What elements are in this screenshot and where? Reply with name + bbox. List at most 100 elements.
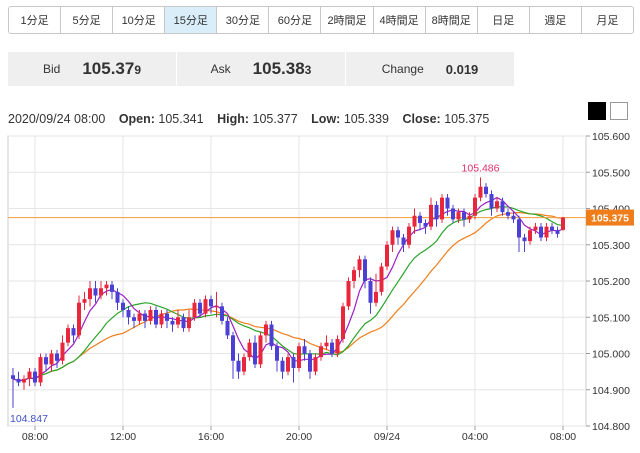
- candle-body[interactable]: [55, 353, 59, 361]
- candle-body[interactable]: [368, 281, 373, 303]
- candle-body[interactable]: [324, 342, 329, 347]
- candle-body[interactable]: [528, 230, 532, 242]
- candle-body[interactable]: [302, 346, 307, 354]
- candle-body[interactable]: [396, 230, 400, 238]
- candle-body[interactable]: [192, 302, 197, 318]
- candle-body[interactable]: [511, 215, 516, 220]
- candle-body[interactable]: [429, 204, 433, 227]
- candle-body[interactable]: [544, 226, 549, 238]
- candle-body[interactable]: [291, 357, 296, 368]
- candle-body[interactable]: [385, 244, 389, 267]
- candle-body[interactable]: [533, 226, 538, 231]
- tab-timeframe-8[interactable]: 8時間足: [426, 7, 478, 33]
- candle-body[interactable]: [176, 317, 180, 325]
- candle-body[interactable]: [418, 215, 422, 223]
- candle-body[interactable]: [451, 208, 455, 220]
- tab-timeframe-9[interactable]: 日足: [478, 7, 530, 33]
- candle-body[interactable]: [66, 328, 70, 343]
- candle-body[interactable]: [22, 378, 26, 383]
- tab-timeframe-0[interactable]: 1分足: [9, 7, 62, 33]
- tab-timeframe-2[interactable]: 10分足: [113, 7, 166, 33]
- tab-timeframe-11[interactable]: 月足: [596, 15, 619, 27]
- candle-body[interactable]: [308, 353, 312, 372]
- candle-body[interactable]: [401, 237, 406, 245]
- candle-body[interactable]: [363, 259, 367, 281]
- candle-body[interactable]: [154, 310, 158, 325]
- candle-body[interactable]: [473, 197, 477, 216]
- candle-body[interactable]: [214, 306, 219, 308]
- candle-body[interactable]: [390, 230, 395, 245]
- candle-body[interactable]: [27, 371, 32, 379]
- candle-body[interactable]: [44, 357, 48, 365]
- candle-body[interactable]: [38, 357, 43, 383]
- candle-body[interactable]: [110, 284, 114, 292]
- candle-body[interactable]: [561, 217, 565, 230]
- candle-body[interactable]: [412, 215, 417, 227]
- candle-body[interactable]: [247, 342, 252, 358]
- candle-body[interactable]: [275, 346, 279, 361]
- candle-body[interactable]: [93, 288, 98, 296]
- light-theme-button[interactable]: [610, 102, 628, 120]
- candle-body[interactable]: [165, 313, 169, 321]
- candle-body[interactable]: [550, 226, 554, 231]
- candle-body[interactable]: [49, 353, 54, 365]
- candle-body[interactable]: [478, 186, 483, 198]
- candle-body[interactable]: [440, 197, 444, 220]
- candle-body[interactable]: [522, 237, 527, 242]
- candle-body[interactable]: [357, 259, 362, 271]
- candle-body[interactable]: [209, 299, 213, 307]
- tab-timeframe-5[interactable]: 60分足: [269, 7, 322, 33]
- tab-timeframe-3[interactable]: 15分足: [165, 7, 218, 33]
- candle-body[interactable]: [264, 324, 268, 336]
- candle-body[interactable]: [286, 357, 290, 372]
- candle-body[interactable]: [374, 291, 378, 303]
- candle-body[interactable]: [423, 223, 428, 227]
- candle-body[interactable]: [181, 317, 186, 329]
- tab-timeframe-10[interactable]: 週足: [530, 7, 582, 33]
- candle-body[interactable]: [495, 201, 499, 209]
- candle-body[interactable]: [330, 342, 334, 354]
- candle-body[interactable]: [220, 306, 224, 321]
- candle-body[interactable]: [506, 212, 510, 216]
- candle-body[interactable]: [143, 313, 147, 321]
- candle-body[interactable]: [104, 284, 109, 289]
- candle-body[interactable]: [236, 360, 241, 372]
- candle-body[interactable]: [346, 281, 351, 307]
- candle-body[interactable]: [148, 310, 153, 321]
- candle-body[interactable]: [132, 317, 136, 321]
- candle-body[interactable]: [198, 302, 202, 314]
- candle-body[interactable]: [456, 212, 461, 220]
- candle-body[interactable]: [319, 346, 323, 358]
- candle-body[interactable]: [126, 310, 131, 318]
- candle-body[interactable]: [11, 375, 15, 379]
- candle-body[interactable]: [33, 371, 37, 383]
- candle-body[interactable]: [517, 219, 521, 238]
- candle-body[interactable]: [231, 335, 235, 361]
- candle-body[interactable]: [269, 324, 274, 347]
- candle-body[interactable]: [71, 328, 76, 336]
- candle-body[interactable]: [258, 335, 263, 365]
- candle-body[interactable]: [187, 317, 191, 329]
- candle-body[interactable]: [88, 288, 92, 300]
- candle-body[interactable]: [253, 342, 257, 365]
- candle-body[interactable]: [121, 302, 125, 310]
- tab-timeframe-7[interactable]: 4時間足: [374, 7, 426, 33]
- candle-body[interactable]: [379, 266, 384, 292]
- candle-body[interactable]: [341, 306, 345, 339]
- candle-body[interactable]: [462, 212, 466, 220]
- candle-body[interactable]: [16, 378, 21, 383]
- candle-body[interactable]: [242, 357, 246, 372]
- candle-body[interactable]: [489, 194, 494, 209]
- candle-body[interactable]: [445, 197, 450, 209]
- candle-body[interactable]: [484, 186, 488, 194]
- candle-body[interactable]: [203, 299, 208, 314]
- candle-body[interactable]: [115, 291, 120, 303]
- candle-body[interactable]: [77, 302, 81, 336]
- candle-body[interactable]: [82, 299, 87, 303]
- candle-body[interactable]: [352, 270, 356, 281]
- candle-body[interactable]: [225, 320, 230, 336]
- candle-body[interactable]: [313, 357, 318, 372]
- dark-theme-button[interactable]: [588, 102, 606, 120]
- candle-body[interactable]: [335, 339, 340, 354]
- candle-body[interactable]: [297, 346, 301, 368]
